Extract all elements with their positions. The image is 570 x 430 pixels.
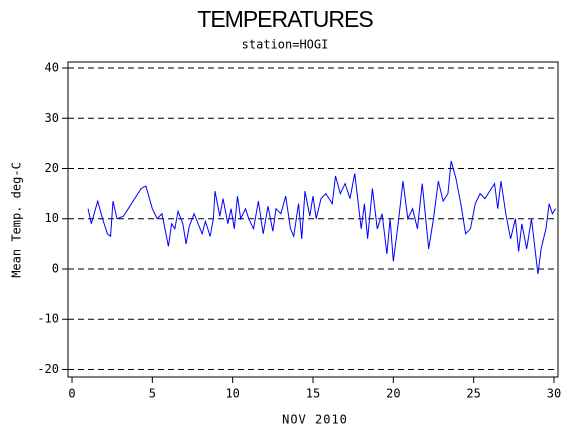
y-axis-label: Mean Temp. deg-C [10, 162, 24, 278]
y-tick-label: 10 [45, 211, 59, 225]
temperature-line [87, 160, 557, 275]
x-tick-label: 25 [466, 387, 480, 401]
x-tick-label: 15 [306, 387, 320, 401]
y-tick-label: 20 [45, 161, 59, 175]
chart-subtitle: station=HOGI [242, 38, 329, 52]
y-tick-label: 30 [45, 111, 59, 125]
x-axis-label: NOV 2010 [282, 413, 348, 427]
x-tick-label: 10 [225, 387, 239, 401]
y-tick-label: -10 [37, 312, 59, 326]
x-tick-label: 20 [386, 387, 400, 401]
y-tick-label: 40 [45, 61, 59, 75]
x-tick-label: 5 [149, 387, 156, 401]
plot-frame [67, 61, 559, 378]
chart-title: TEMPERATURES [197, 6, 373, 32]
x-tick-label: 30 [547, 387, 561, 401]
y-tick-label: -20 [37, 362, 59, 376]
x-tick-label: 0 [68, 387, 75, 401]
y-tick-label: 0 [52, 261, 59, 275]
